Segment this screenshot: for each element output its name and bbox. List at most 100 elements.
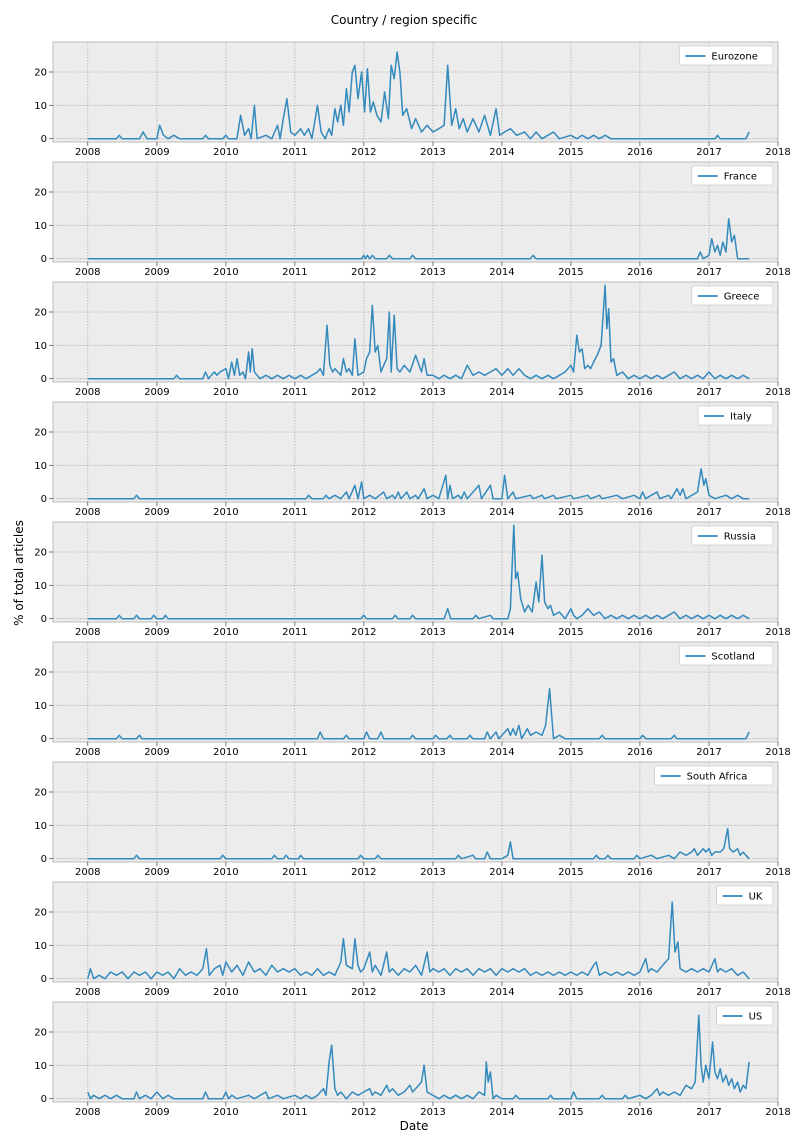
legend: Scotland bbox=[679, 645, 774, 666]
x-tick-label: 2012 bbox=[351, 867, 376, 878]
plot-area bbox=[52, 161, 779, 263]
y-tick-label: 20 bbox=[34, 668, 47, 679]
x-tick-label: 2008 bbox=[75, 1107, 100, 1118]
y-tick-label: 0 bbox=[41, 134, 47, 145]
x-tick-label: 2018 bbox=[765, 507, 790, 518]
panels: 2008 2009 2010 2011 2012 2013 2014 2015 2016 2017… bbox=[34, 41, 791, 1118]
x-tick-label: 2014 bbox=[489, 1107, 514, 1118]
x-tick-label: 2017 bbox=[696, 867, 721, 878]
series-line-us bbox=[87, 1014, 750, 1100]
x-tick-label: 2018 bbox=[765, 747, 790, 758]
x-tick-label: 2009 bbox=[144, 747, 169, 758]
x-tick-label: 2013 bbox=[420, 987, 445, 998]
x-tick-label: 2013 bbox=[420, 627, 445, 638]
x-tick-label: 2014 bbox=[489, 747, 514, 758]
y-tick-label: 20 bbox=[34, 548, 47, 559]
legend-label: France bbox=[724, 172, 757, 183]
x-tick-label: 2009 bbox=[144, 867, 169, 878]
x-tick-label: 2009 bbox=[144, 267, 169, 278]
x-tick-label: 2016 bbox=[627, 147, 652, 158]
series-line-scotland bbox=[87, 687, 750, 740]
x-tick-label: 2012 bbox=[351, 507, 376, 518]
y-tick-label: 0 bbox=[41, 854, 47, 865]
y-tick-label: 0 bbox=[41, 254, 47, 265]
y-axis-label: % of total articles bbox=[12, 520, 26, 626]
x-tick-label: 2013 bbox=[420, 1107, 445, 1118]
chart-title: Country / region specific bbox=[331, 13, 477, 27]
plot-area bbox=[52, 401, 779, 503]
x-tick-label: 2018 bbox=[765, 987, 790, 998]
panel-eurozone: 2008 2009 2010 2011 2012 2013 2014 2015 2016 2017… bbox=[34, 41, 791, 158]
x-tick-label: 2017 bbox=[696, 627, 721, 638]
legend-label: UK bbox=[749, 892, 763, 903]
y-tick-label: 10 bbox=[34, 941, 47, 952]
y-tick-label: 0 bbox=[41, 734, 47, 745]
x-tick-label: 2016 bbox=[627, 1107, 652, 1118]
y-tick-label: 20 bbox=[34, 908, 47, 919]
x-tick-label: 2009 bbox=[144, 627, 169, 638]
x-tick-label: 2011 bbox=[282, 507, 307, 518]
x-tick-label: 2015 bbox=[558, 1107, 583, 1118]
y-tick-label: 20 bbox=[34, 788, 47, 799]
y-tick-label: 0 bbox=[41, 614, 47, 625]
x-tick-label: 2011 bbox=[282, 267, 307, 278]
y-tick-label: 10 bbox=[34, 221, 47, 232]
x-tick-label: 2010 bbox=[213, 147, 238, 158]
x-tick-label: 2008 bbox=[75, 747, 100, 758]
x-tick-label: 2011 bbox=[282, 867, 307, 878]
x-tick-label: 2011 bbox=[282, 627, 307, 638]
legend-box bbox=[716, 1005, 774, 1026]
x-tick-label: 2008 bbox=[75, 387, 100, 398]
x-axis-label: Date bbox=[400, 1119, 429, 1133]
x-tick-label: 2016 bbox=[627, 627, 652, 638]
y-tick-label: 0 bbox=[41, 494, 47, 505]
x-tick-label: 2016 bbox=[627, 987, 652, 998]
panel-russia: 2008 2009 2010 2011 2012 2013 2014 2015 2016 2017… bbox=[34, 521, 791, 638]
plot-area bbox=[52, 1001, 779, 1103]
y-tick-label: 20 bbox=[34, 428, 47, 439]
x-tick-label: 2010 bbox=[213, 267, 238, 278]
x-tick-label: 2008 bbox=[75, 507, 100, 518]
series-line-greece bbox=[87, 284, 750, 380]
x-tick-label: 2013 bbox=[420, 507, 445, 518]
x-tick-label: 2015 bbox=[558, 747, 583, 758]
x-tick-label: 2011 bbox=[282, 387, 307, 398]
x-tick-label: 2014 bbox=[489, 147, 514, 158]
panel-greece: 2008 2009 2010 2011 2012 2013 2014 2015 2016 2017… bbox=[34, 281, 791, 398]
series-line-eurozone bbox=[87, 51, 750, 140]
y-tick-label: 20 bbox=[34, 68, 47, 79]
legend-box bbox=[691, 285, 774, 306]
y-tick-label: 0 bbox=[41, 974, 47, 985]
x-tick-label: 2016 bbox=[627, 267, 652, 278]
x-tick-label: 2014 bbox=[489, 267, 514, 278]
x-tick-label: 2014 bbox=[489, 507, 514, 518]
x-tick-label: 2018 bbox=[765, 147, 790, 158]
x-tick-label: 2014 bbox=[489, 627, 514, 638]
series-line-italy bbox=[87, 467, 750, 500]
panel-france: 2008 2009 2010 2011 2012 2013 2014 2015 2016 2017… bbox=[34, 161, 791, 278]
x-tick-label: 2015 bbox=[558, 627, 583, 638]
panel-us: 2008 2009 2010 2011 2012 2013 2014 2015 2016 2017… bbox=[34, 1001, 791, 1118]
y-tick-label: 10 bbox=[34, 461, 47, 472]
legend-box bbox=[679, 645, 774, 666]
x-tick-label: 2014 bbox=[489, 867, 514, 878]
x-tick-label: 2015 bbox=[558, 507, 583, 518]
x-tick-label: 2016 bbox=[627, 507, 652, 518]
legend-box bbox=[654, 765, 774, 786]
x-tick-label: 2011 bbox=[282, 747, 307, 758]
x-tick-label: 2015 bbox=[558, 267, 583, 278]
x-tick-label: 2013 bbox=[420, 387, 445, 398]
x-tick-label: 2011 bbox=[282, 987, 307, 998]
x-tick-label: 2017 bbox=[696, 387, 721, 398]
x-tick-label: 2017 bbox=[696, 1107, 721, 1118]
x-tick-label: 2009 bbox=[144, 387, 169, 398]
x-tick-label: 2016 bbox=[627, 867, 652, 878]
x-tick-label: 2008 bbox=[75, 147, 100, 158]
x-tick-label: 2012 bbox=[351, 747, 376, 758]
legend-box bbox=[679, 45, 774, 66]
x-tick-label: 2015 bbox=[558, 867, 583, 878]
x-tick-label: 2011 bbox=[282, 1107, 307, 1118]
x-tick-label: 2018 bbox=[765, 1107, 790, 1118]
x-tick-label: 2016 bbox=[627, 387, 652, 398]
